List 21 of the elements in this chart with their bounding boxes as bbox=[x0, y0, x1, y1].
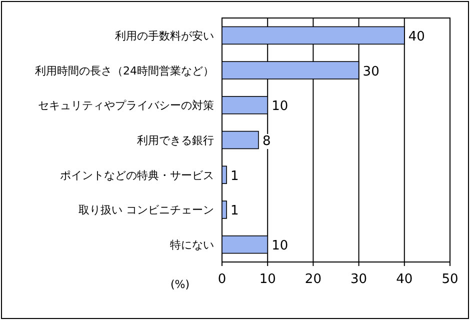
x-tick-label: 20 bbox=[304, 272, 322, 287]
x-axis-title: (%) bbox=[170, 278, 190, 291]
data-label: 30 bbox=[362, 64, 380, 80]
y-tick-label: 利用時間の長さ（24時間営業など） bbox=[35, 64, 214, 78]
data-label: 8 bbox=[262, 134, 271, 149]
x-tick-label: 30 bbox=[350, 272, 368, 287]
data-label: 10 bbox=[272, 238, 288, 254]
y-tick-label: ポイントなどの特典・サービス bbox=[60, 168, 214, 182]
data-label: 1 bbox=[230, 168, 239, 184]
y-tick-label: 取り扱い コンビニチェーン bbox=[78, 204, 214, 217]
data-label: 40 bbox=[408, 29, 425, 44]
data-label: 1 bbox=[230, 204, 239, 219]
x-tick-label: 0 bbox=[218, 272, 226, 287]
x-tick-label: 10 bbox=[259, 272, 276, 287]
y-tick-label: セキュリティやプライバシーの対策 bbox=[38, 99, 214, 112]
y-tick-label: 利用の手数料が安い bbox=[115, 29, 214, 42]
data-label: 10 bbox=[272, 99, 288, 114]
x-tick-label: 50 bbox=[442, 272, 458, 287]
y-tick-label: 利用できる銀行 bbox=[137, 134, 214, 147]
y-tick-label: 特にない bbox=[170, 238, 214, 252]
x-tick-label: 40 bbox=[396, 272, 413, 287]
